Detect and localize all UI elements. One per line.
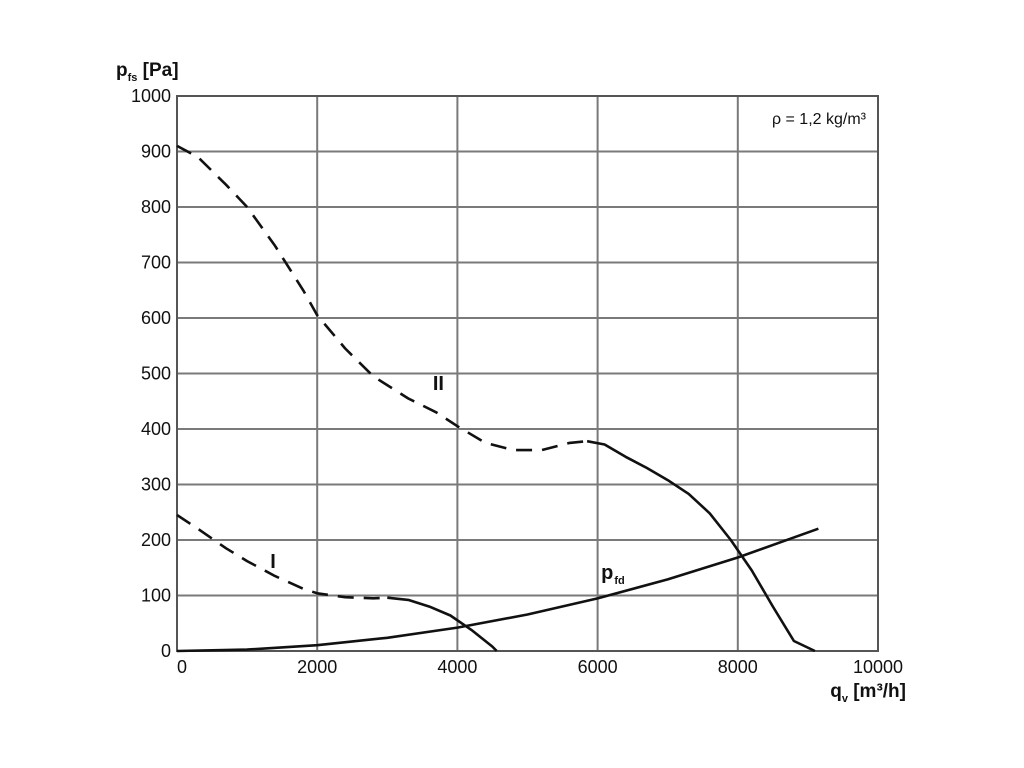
curve-0-segment-1-solid: [586, 439, 816, 653]
y-tick-label: 400: [141, 419, 171, 439]
plot-frame: [176, 95, 879, 652]
y-tick-label: 0: [161, 641, 171, 661]
x-tick-label: 6000: [578, 657, 618, 677]
y-tick-label: 1000: [131, 86, 171, 106]
curve-label-2: pfd: [601, 562, 625, 587]
curve-1-segment-1-solid: [387, 596, 498, 652]
y-axis-title: pfs [Pa]: [116, 60, 179, 84]
y-tick-label: 700: [141, 253, 171, 273]
chart-ticks: 0 2000 4000 6000 8000 10000 0 100 200 300 400 500 60…: [131, 86, 903, 677]
x-tick-label: 8000: [718, 657, 758, 677]
chart-series: [176, 144, 819, 653]
curve-1-segment-0-dashed: [176, 513, 388, 600]
curve-0-segment-0-dashed: [176, 144, 588, 452]
chart-grid: [176, 95, 879, 652]
y-tick-label: 500: [141, 364, 171, 384]
x-tick-label: 10000: [853, 657, 903, 677]
air-density-annotation: ρ = 1,2 kg/m³: [772, 111, 867, 128]
curve-label-0: II: [433, 373, 444, 395]
y-tick-label: 300: [141, 475, 171, 495]
x-axis-title: qv [m³/h]: [830, 681, 906, 705]
y-tick-label: 200: [141, 530, 171, 550]
y-tick-label: 900: [141, 142, 171, 162]
x-tick-label: 4000: [437, 657, 477, 677]
y-tick-label: 800: [141, 197, 171, 217]
x-tick-label: 0: [177, 657, 187, 677]
x-tick-label: 2000: [297, 657, 337, 677]
y-tick-label: 100: [141, 586, 171, 606]
curve-label-1: I: [270, 551, 276, 573]
y-tick-label: 600: [141, 308, 171, 328]
curve-2-segment-0-solid: [176, 527, 819, 653]
